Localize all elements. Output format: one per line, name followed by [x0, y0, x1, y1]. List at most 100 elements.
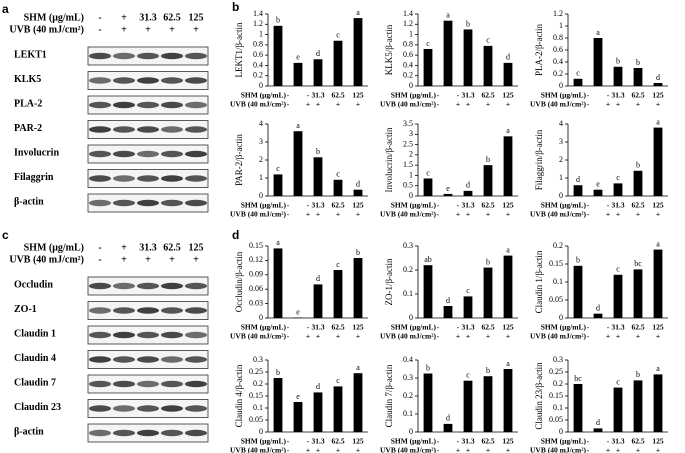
blot-band: [160, 331, 184, 339]
blot-band: [88, 126, 112, 133]
condition-cell: 31.3: [139, 12, 157, 23]
bar: [503, 136, 513, 196]
condition-label: UVB (40 mJ/cm²): [380, 210, 436, 219]
condition-cell: -: [287, 210, 290, 219]
bar: [463, 296, 473, 318]
condition-cell: +: [606, 446, 610, 453]
bar: [633, 380, 643, 432]
condition-cell: +: [356, 446, 360, 453]
condition-cell: +: [486, 332, 490, 341]
condition-cell: 125: [352, 437, 364, 446]
blot-band: [184, 380, 208, 388]
y-tick-label: 1: [559, 173, 563, 182]
y-tick-label: 0: [559, 191, 563, 200]
significance-letter: c: [576, 69, 580, 78]
bar: [273, 378, 283, 432]
bar: [483, 45, 493, 86]
blot-band: [112, 52, 136, 60]
significance-letter: b: [316, 147, 320, 156]
condition-cell: +: [336, 446, 340, 453]
blot-band: [184, 150, 208, 158]
bar: [593, 189, 603, 196]
protein-label: PAR-2: [14, 123, 42, 134]
condition-cell: -: [437, 201, 440, 210]
condition-cell: +: [356, 210, 360, 219]
blot-band: [136, 150, 160, 158]
y-tick-label: 0.8: [253, 40, 263, 49]
bar: [503, 255, 513, 318]
bar: [463, 380, 473, 432]
significance-letter: a: [276, 238, 280, 247]
blot-band: [88, 199, 112, 207]
condition-cell: 31.3: [311, 437, 324, 446]
bar: [333, 270, 343, 318]
significance-letter: a: [356, 8, 360, 17]
condition-cell: +: [616, 332, 620, 341]
blot-band: [136, 126, 160, 133]
condition-cell: -: [287, 91, 290, 100]
blot-band: [160, 101, 184, 109]
bar: [273, 248, 283, 318]
blot-band: [88, 356, 112, 363]
condition-label: UVB (40 mJ/cm²): [230, 332, 286, 341]
y-tick-label: 0.3: [403, 373, 413, 382]
condition-cell: +: [606, 100, 610, 109]
bar: [653, 83, 663, 86]
condition-cell: 125: [502, 201, 514, 210]
blot-band: [160, 77, 184, 84]
y-tick-label: 1: [559, 21, 563, 30]
condition-cell: -: [587, 100, 590, 109]
condition-cell: 31.3: [461, 437, 474, 446]
condition-cell: 62.5: [163, 242, 181, 253]
condition-cell: +: [336, 100, 340, 109]
condition-cell: -: [437, 91, 440, 100]
panel-label: b: [232, 0, 239, 14]
significance-letter: a: [356, 363, 360, 372]
condition-cell: -: [287, 446, 290, 453]
y-tick-label: 3: [559, 137, 563, 146]
blot-band: [160, 356, 184, 363]
condition-label: UVB (40 mJ/cm²): [230, 100, 286, 109]
condition-label: SHM (μg/mL): [241, 91, 287, 100]
condition-cell: 62.5: [481, 91, 494, 100]
protein-label: ZO-1: [14, 304, 37, 315]
y-tick-label: 4: [259, 119, 263, 128]
significance-letter: b: [616, 57, 620, 66]
y-tick-label: 0.15: [249, 241, 263, 250]
y-tick-label: 0.12: [249, 255, 263, 264]
condition-cell: -: [287, 201, 290, 210]
condition-label: UVB (40 mJ/cm²): [380, 446, 436, 453]
y-axis-label: LEKT1/β-actin: [234, 22, 244, 78]
protein-label: Claudin 1: [14, 328, 56, 339]
significance-letter: c: [466, 371, 470, 380]
y-tick-label: 0.15: [249, 391, 263, 400]
protein-label: Occludin: [14, 279, 53, 290]
condition-cell: 125: [352, 201, 364, 210]
condition-cell: +: [121, 242, 127, 253]
blot-band: [184, 331, 208, 339]
significance-letter: a: [656, 239, 660, 248]
significance-letter: e: [596, 180, 600, 189]
condition-cell: +: [606, 210, 610, 219]
blot-band: [160, 405, 184, 412]
y-tick-label: 0.09: [249, 270, 263, 279]
y-tick-label: 1.2: [403, 19, 413, 28]
significance-letter: a: [596, 28, 600, 37]
bar: [503, 369, 513, 432]
condition-cell: 125: [652, 201, 664, 210]
blot-band: [160, 126, 184, 133]
condition-cell: -: [437, 100, 440, 109]
y-tick-label: 0.1: [553, 277, 563, 286]
condition-cell: +: [145, 254, 151, 265]
y-tick-label: 0.4: [553, 57, 563, 66]
significance-letter: e: [296, 307, 300, 316]
significance-letter: ab: [424, 255, 432, 264]
y-tick-label: 3.5: [403, 119, 413, 128]
condition-cell: -: [587, 210, 590, 219]
protein-label: β-actin: [14, 196, 44, 207]
condition-cell: 31.3: [461, 201, 474, 210]
condition-cell: +: [466, 210, 470, 219]
blot-band: [184, 101, 208, 109]
condition-cell: +: [506, 210, 510, 219]
bar: [313, 284, 323, 318]
